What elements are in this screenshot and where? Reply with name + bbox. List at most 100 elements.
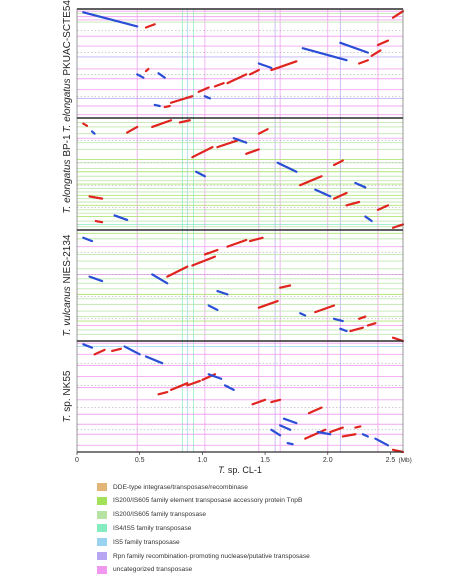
forward-alignment-segment <box>144 23 156 29</box>
forward-alignment-segment <box>191 255 217 267</box>
reverse-alignment-segment <box>123 345 141 356</box>
forward-alignment-segment <box>186 379 201 387</box>
panel-label-species: T. elongatus <box>62 78 73 132</box>
forward-alignment-segment <box>358 315 367 320</box>
reverse-alignment-segment <box>207 304 219 312</box>
forward-alignment-segment <box>376 39 390 47</box>
forward-alignment-segment <box>391 223 405 229</box>
forward-alignment-segment <box>270 398 282 404</box>
forward-alignment-segment <box>257 299 279 309</box>
reverse-alignment-segment <box>232 137 248 144</box>
forward-alignment-segment <box>358 59 369 65</box>
reverse-alignment-segment <box>282 417 298 425</box>
panel-label-species: T. vulcanus <box>62 286 73 336</box>
panel-label-species: T. <box>62 414 73 422</box>
forward-alignment-segment <box>257 128 269 135</box>
reverse-alignment-segment <box>223 384 235 391</box>
reverse-alignment-segment <box>90 130 96 135</box>
reverse-alignment-segment <box>316 430 332 436</box>
forward-alignment-segment <box>332 191 348 200</box>
x-axis-label-rest: sp. CL-1 <box>225 465 262 475</box>
panel-label: T. elongatus BP-1 <box>62 134 73 214</box>
reverse-alignment-segment <box>136 73 145 79</box>
legend-swatch <box>97 524 107 533</box>
panel-label-strain: sp. NK55 <box>62 370 73 414</box>
forward-alignment-segment <box>82 122 89 127</box>
forward-alignment-segment <box>279 284 292 289</box>
x-tick-label: 2.0 <box>323 457 333 464</box>
legend-item: IS200/IS605 family transposase <box>97 509 457 521</box>
legend-label: IS5 family transposase <box>113 538 180 546</box>
forward-alignment-segment <box>245 148 260 155</box>
alignment-segments <box>82 10 405 454</box>
forward-alignment-segment <box>163 104 171 109</box>
legend-swatch <box>97 510 107 519</box>
forward-alignment-segment <box>178 119 191 124</box>
panel-label-species: T. elongatus <box>62 159 73 213</box>
forward-alignment-segment <box>169 382 189 391</box>
forward-alignment-segment <box>332 159 344 167</box>
x-tick-label: 2.5 <box>386 457 396 464</box>
forward-alignment-segment <box>376 204 390 211</box>
legend-label: Rpn family recombination-promoting nucle… <box>113 552 310 560</box>
forward-alignment-segment <box>157 390 169 396</box>
legend-label: IS4/IS5 family transposase <box>113 524 192 532</box>
reverse-alignment-segment <box>153 103 161 108</box>
forward-alignment-segment <box>314 304 336 314</box>
reverse-alignment-segment <box>157 72 166 79</box>
forward-alignment-segment <box>354 425 362 429</box>
legend-swatch <box>97 483 107 492</box>
x-axis-unit: (Mb) <box>398 457 411 464</box>
forward-alignment-segment <box>299 175 323 187</box>
forward-alignment-segment <box>349 326 364 333</box>
legend-swatch <box>97 552 107 560</box>
x-axis-label: T. sp. CL-1 <box>218 465 262 475</box>
forward-alignment-segment <box>126 125 139 134</box>
x-tick-label: 1.0 <box>198 457 208 464</box>
reverse-alignment-segment <box>339 41 369 54</box>
forward-alignment-segment <box>248 236 264 243</box>
forward-alignment-segment <box>111 347 122 353</box>
legend-label: uncategorized transposase <box>113 566 193 574</box>
forward-alignment-segment <box>151 119 173 129</box>
x-tick-label: 1.5 <box>260 457 270 464</box>
legend-label: DDE-type integrase/transposase/recombina… <box>113 483 248 491</box>
x-axis: 0 0.5 1.0 1.5 2.0 2.5 <box>75 451 403 464</box>
panel-label-strain: PKUAC-SCTE542 <box>62 0 73 78</box>
reverse-alignment-segment <box>216 289 229 296</box>
legend: DDE-type integrase/transposase/recombina… <box>97 481 457 577</box>
reverse-alignment-segment <box>88 275 104 283</box>
x-tick-label: 0.5 <box>135 457 145 464</box>
legend-swatch <box>97 565 107 574</box>
forward-alignment-segment <box>329 426 344 434</box>
legend-swatch <box>97 496 107 505</box>
forward-alignment-segment <box>93 348 106 356</box>
forward-alignment-segment <box>88 195 104 200</box>
forward-alignment-segment <box>166 265 189 278</box>
reverse-alignment-segment <box>314 188 332 198</box>
forward-alignment-segment <box>213 82 225 88</box>
reverse-alignment-segment <box>270 428 282 437</box>
panel-label: T. vulcanus NIES-2134 <box>62 234 73 336</box>
reverse-alignment-segment <box>354 181 367 189</box>
reverse-alignment-segment <box>286 442 294 446</box>
forward-alignment-segment <box>248 68 260 76</box>
forward-alignment-segment <box>203 248 219 256</box>
reverse-alignment-segment <box>301 47 348 62</box>
reverse-alignment-segment <box>361 433 369 438</box>
reverse-alignment-segment <box>82 343 94 349</box>
reverse-alignment-segment <box>279 424 292 431</box>
forward-alignment-segment <box>144 67 150 73</box>
forward-alignment-segment <box>304 428 327 440</box>
reverse-alignment-segment <box>144 355 164 365</box>
panel-label-strain: BP-1 <box>62 134 73 159</box>
x-tick-label: 0 <box>75 457 79 464</box>
legend-item: Rpn family recombination-promoting nucle… <box>97 550 457 562</box>
reverse-alignment-segment <box>203 95 212 100</box>
panel-label: T. elongatus PKUAC-SCTE542 <box>62 0 73 133</box>
reverse-alignment-segment <box>299 312 307 317</box>
forward-alignment-segment <box>370 49 382 57</box>
legend-item: IS200/IS605 family element transposase a… <box>97 495 457 507</box>
